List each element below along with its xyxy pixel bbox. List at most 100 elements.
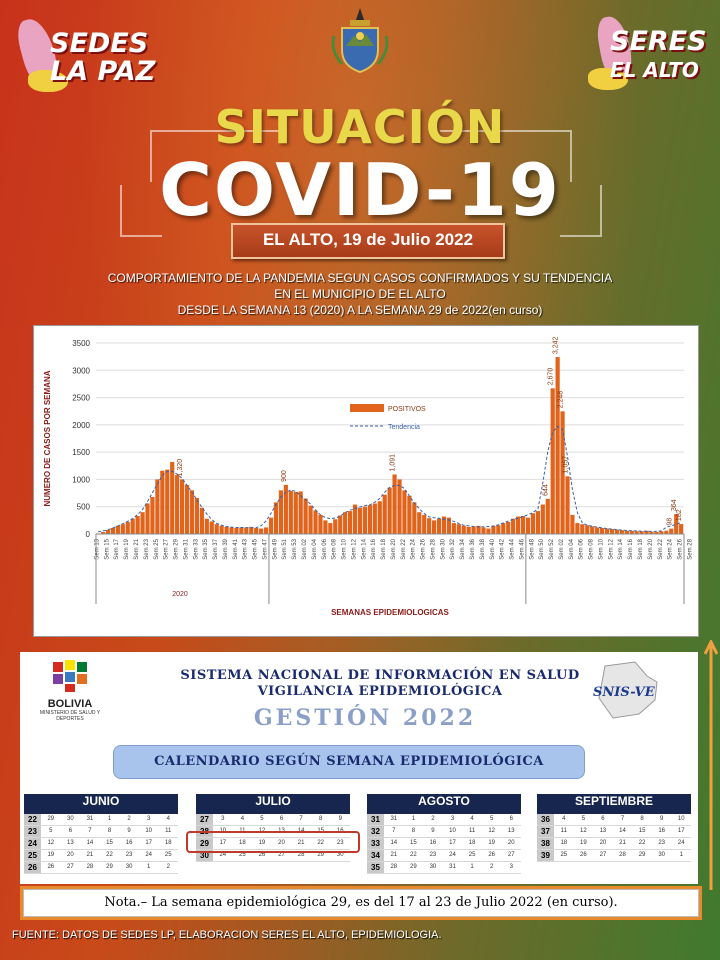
day-cell: 20 bbox=[599, 840, 607, 846]
week-number: 39 bbox=[537, 850, 554, 861]
y-tick-label: 3000 bbox=[72, 366, 90, 375]
chart-svg: 0 500 1000 1500 2000 2500 3000 3500 NUMERO DE CA… bbox=[43, 336, 693, 617]
day-cell: 21 bbox=[86, 852, 94, 858]
day-cell: 11 bbox=[560, 828, 567, 834]
title-frame-bottom-left bbox=[120, 185, 162, 237]
day-cell: 6 bbox=[601, 816, 605, 822]
day-cell: 17 bbox=[219, 840, 227, 846]
system-line-2: VIGILANCIA EPIDEMIOLÓGICA bbox=[257, 684, 503, 699]
bar bbox=[659, 531, 664, 534]
bar bbox=[150, 496, 155, 534]
day-cell: 23 bbox=[125, 852, 133, 858]
day-cell: 14 bbox=[86, 840, 94, 846]
bar bbox=[367, 505, 372, 534]
day-cell: 13 bbox=[599, 828, 607, 834]
bar bbox=[545, 498, 550, 534]
day-cell: 22 bbox=[410, 852, 417, 858]
covid-title: COVID-19 bbox=[159, 148, 561, 232]
day-cell: 12 bbox=[488, 828, 496, 834]
day-cell: 30 bbox=[429, 864, 437, 870]
nota-box: Nota.– La semana epidemiológica 29, es d… bbox=[20, 886, 702, 920]
week-number: 35 bbox=[367, 862, 384, 873]
y-tick-label: 3500 bbox=[72, 339, 90, 348]
seres-logo-accent bbox=[588, 68, 628, 90]
day-cell: 4 bbox=[240, 816, 245, 822]
month-agosto: AGOSTO 31 31 1 2 3 4 5 6 32 7 8 9 10 11 12 13 33 14 15 16 17 1… bbox=[367, 794, 521, 874]
x-tick-label: Sem 27 bbox=[164, 538, 170, 559]
x-tick-label: Sem 32 bbox=[450, 538, 456, 559]
calendar-week-row: 26 26 27 28 29 30 1 2 bbox=[24, 862, 178, 874]
bar bbox=[308, 505, 313, 534]
bar bbox=[135, 515, 140, 534]
date-band: EL ALTO, 19 de Julio 2022 bbox=[231, 223, 505, 259]
bar bbox=[293, 491, 298, 534]
bar bbox=[600, 527, 605, 534]
day-cell: 30 bbox=[658, 852, 666, 858]
week-number: 30 bbox=[196, 850, 213, 861]
x-tick-label: Sem 20 bbox=[648, 538, 654, 559]
bar bbox=[427, 518, 432, 534]
up-arrow-icon bbox=[704, 640, 718, 890]
day-cell: 26 bbox=[47, 864, 55, 870]
day-cell: 1 bbox=[107, 816, 112, 822]
bar bbox=[204, 518, 209, 534]
month-junio: JUNIO 22 29 30 31 1 2 3 4 23 5 6 7 8 9 10 11 24 12 13 14 15 16… bbox=[24, 794, 178, 874]
bar bbox=[357, 507, 363, 534]
y-tick-label: 0 bbox=[86, 530, 91, 539]
bar bbox=[254, 527, 259, 534]
day-cell: 1 bbox=[470, 864, 474, 870]
day-cell: 16 bbox=[658, 828, 666, 834]
x-tick-label: Sem 26 bbox=[421, 538, 427, 559]
x-tick-label: Sem 28 bbox=[687, 538, 693, 559]
bar bbox=[387, 487, 392, 534]
bar bbox=[377, 501, 382, 534]
day-cell: 1 bbox=[679, 852, 683, 858]
day-cell: 6 bbox=[279, 816, 284, 822]
calendar-week-row: 30 24 25 26 27 28 29 30 bbox=[196, 850, 350, 862]
day-cell: 18 bbox=[468, 840, 476, 846]
x-tick-label: Sem 47 bbox=[262, 538, 268, 559]
x-tick-label: Sem 16 bbox=[628, 538, 634, 559]
x-tick-label: Sem 02 bbox=[559, 538, 565, 559]
bar bbox=[402, 490, 407, 534]
x-tick-label: Sem 19 bbox=[124, 538, 130, 559]
weekday-header bbox=[537, 809, 691, 814]
day-cell: 20 bbox=[67, 852, 74, 858]
day-cell: 19 bbox=[258, 840, 266, 846]
bar bbox=[565, 476, 570, 534]
bar bbox=[278, 490, 284, 534]
day-cell: 28 bbox=[86, 864, 94, 870]
day-cell: 25 bbox=[164, 852, 172, 858]
bar bbox=[491, 525, 496, 534]
bar bbox=[417, 512, 422, 534]
bar bbox=[506, 521, 511, 534]
bar bbox=[432, 520, 437, 534]
x-tick-label: Sem 04 bbox=[312, 538, 318, 559]
data-label: 1,091 bbox=[390, 454, 397, 472]
x-tick-label: Sem 51 bbox=[282, 538, 288, 559]
day-cell: 27 bbox=[278, 852, 285, 858]
x-tick-label: Sem 08 bbox=[589, 538, 595, 559]
day-cell: 28 bbox=[390, 864, 398, 870]
x-tick-label: Sem 38 bbox=[480, 538, 486, 559]
bar bbox=[140, 512, 145, 534]
day-cell: 7 bbox=[392, 828, 396, 834]
day-cell: 16 bbox=[125, 840, 133, 846]
calendar-week-row: 36 4 5 6 7 8 9 10 bbox=[537, 814, 691, 826]
day-cell: 17 bbox=[677, 828, 685, 834]
day-cell: 8 bbox=[319, 816, 323, 822]
bar bbox=[214, 524, 219, 534]
x-tick-label: Sem 16 bbox=[371, 538, 377, 559]
bar bbox=[446, 517, 452, 534]
bar bbox=[249, 526, 254, 534]
x-tick-label: Sem 42 bbox=[500, 538, 506, 559]
calendar-week-row: 27 3 4 5 6 7 8 9 bbox=[196, 814, 350, 826]
day-cell: 9 bbox=[660, 816, 664, 822]
day-cell: 12 bbox=[47, 840, 55, 846]
day-cell: 15 bbox=[410, 840, 417, 846]
y-tick-label: 2500 bbox=[72, 394, 90, 403]
day-cell: 20 bbox=[278, 840, 285, 846]
bar bbox=[268, 517, 274, 534]
bar bbox=[180, 479, 185, 534]
x-tick-label: Sem 10 bbox=[598, 538, 604, 559]
